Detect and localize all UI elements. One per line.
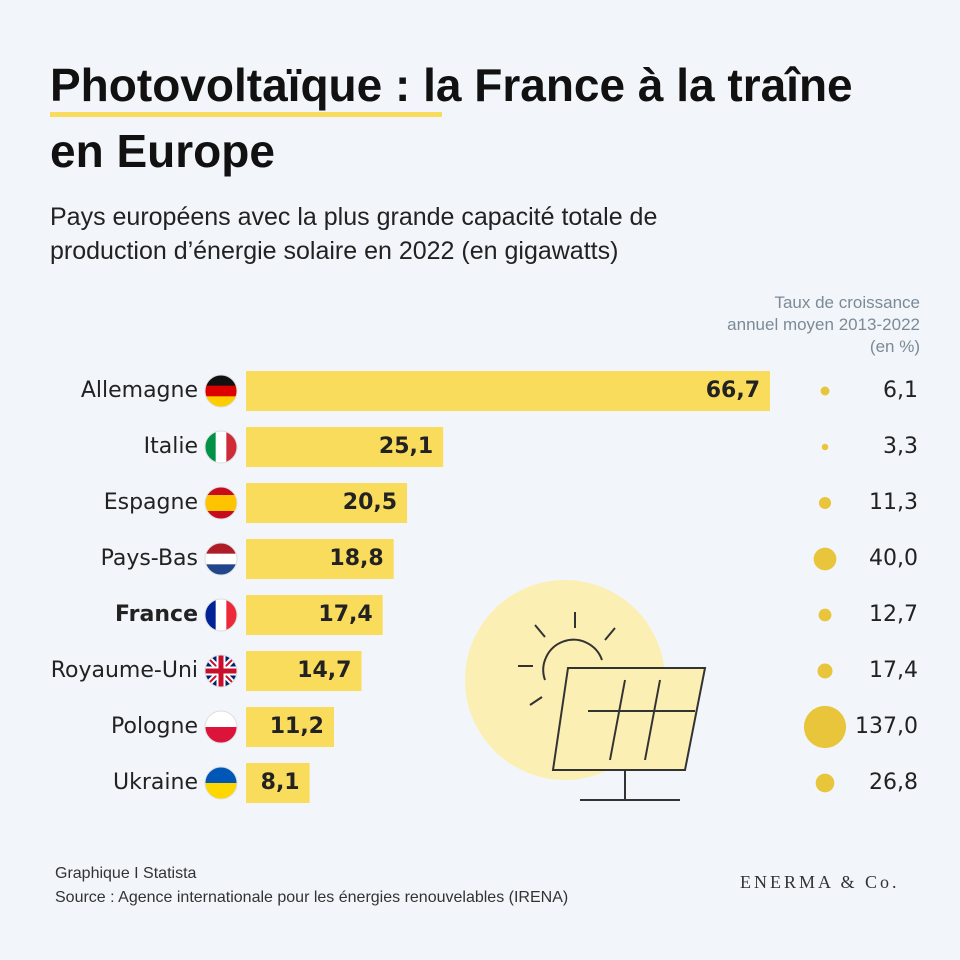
bar — [246, 763, 310, 803]
growth-label: 137,0 — [855, 714, 918, 739]
source-line: Graphique I Statista — [55, 865, 197, 882]
bar — [246, 539, 394, 579]
flag-part — [205, 727, 237, 743]
growth-title: Taux de croissance annuel moyen 2013-202… — [727, 293, 920, 356]
flag — [205, 543, 237, 575]
flag-part — [205, 543, 237, 555]
flag-part — [205, 385, 237, 397]
value-label: 18,8 — [329, 546, 383, 571]
flag-part — [205, 655, 237, 687]
category-label: Royaume-Uni — [51, 658, 198, 683]
growth-bubble — [820, 386, 830, 396]
growth-bubble — [818, 608, 832, 622]
value-label: 17,4 — [318, 602, 372, 627]
bar — [246, 651, 362, 691]
flag — [205, 767, 237, 799]
flag-part — [205, 564, 237, 575]
flag-part — [205, 553, 237, 565]
growth-bubble — [813, 547, 837, 571]
growth-bubble — [803, 705, 847, 749]
flag-border — [204, 654, 238, 688]
chart-title: Photovoltaïque : la France à la traîne e… — [50, 59, 853, 177]
category-label: Italie — [144, 434, 198, 459]
growth-label: 11,3 — [869, 490, 918, 515]
category-label: Allemagne — [81, 378, 198, 403]
flag-border — [204, 542, 238, 576]
flag — [205, 655, 237, 687]
flag-part — [205, 431, 217, 463]
title-underline — [50, 112, 442, 117]
bar — [246, 707, 334, 747]
flag-part — [226, 599, 237, 631]
category-label: Pays-Bas — [101, 546, 198, 571]
flag-part — [205, 503, 237, 512]
bar — [246, 427, 444, 467]
growth-label: 17,4 — [869, 658, 918, 683]
growth-bubble — [817, 663, 833, 679]
value-label: 8,1 — [261, 770, 300, 795]
bar — [246, 371, 770, 411]
flag — [205, 431, 237, 463]
flag-part — [205, 783, 237, 799]
flag — [205, 599, 237, 631]
flag-part — [215, 599, 227, 631]
flag-part — [205, 767, 237, 784]
value-label: 14,7 — [297, 658, 351, 683]
flag-border — [204, 374, 238, 408]
value-label: 25,1 — [379, 434, 433, 459]
value-label: 20,5 — [343, 490, 397, 515]
growth-label: 12,7 — [869, 602, 918, 627]
flag-part — [205, 495, 237, 504]
flag-part — [205, 375, 237, 387]
flag-part — [205, 711, 237, 728]
growth-label: 40,0 — [869, 546, 918, 571]
bar — [246, 595, 383, 635]
value-label: 66,7 — [706, 378, 760, 403]
flag-border — [204, 430, 238, 464]
flag-part — [205, 396, 237, 407]
flag — [205, 375, 237, 407]
flag-part — [226, 431, 237, 463]
flag-border — [204, 710, 238, 744]
flag-part — [215, 431, 227, 463]
flag — [205, 711, 237, 743]
flag-part — [205, 599, 217, 631]
value-label: 11,2 — [270, 714, 324, 739]
growth-label: 6,1 — [883, 378, 918, 403]
flag-border — [204, 486, 238, 520]
flag-part — [205, 487, 237, 496]
source: Graphique I Statista Source : Agence int… — [55, 862, 568, 910]
bar — [246, 483, 408, 523]
category-label: Ukraine — [113, 770, 198, 795]
growth-label: 3,3 — [883, 434, 918, 459]
sun-decoration — [465, 580, 707, 801]
brand: ENERMA & Co. — [740, 872, 900, 892]
flag-border — [204, 598, 238, 632]
flag-border — [204, 766, 238, 800]
category-label: Espagne — [104, 490, 198, 515]
category-label: Pologne — [111, 714, 198, 739]
growth-bubble — [815, 773, 835, 793]
growth-bubble — [821, 443, 829, 451]
flag-part — [205, 511, 237, 519]
growth-label: 26,8 — [869, 770, 918, 795]
source-line: Source : Agence internationale pour les … — [55, 889, 569, 906]
flag — [205, 487, 237, 519]
growth-bubble — [818, 496, 832, 510]
category-label: France — [115, 602, 198, 627]
chart-subtitle: Pays européens avec la plus grande capac… — [50, 203, 658, 265]
